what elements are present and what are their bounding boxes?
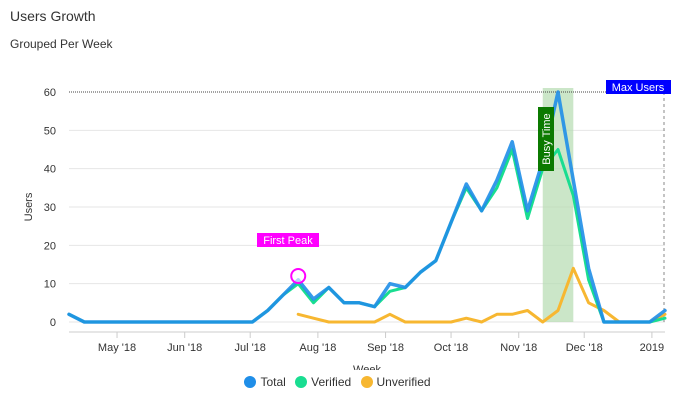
max-users-label: Max Users	[612, 82, 665, 94]
y-tick-label: 20	[44, 240, 56, 252]
legend-marker-total	[244, 376, 257, 388]
chart-subtitle: Grouped Per Week	[10, 37, 113, 51]
y-tick-label: 0	[50, 317, 56, 329]
x-tick-label: Dec '18	[566, 342, 603, 354]
x-tick-label: 2019	[640, 342, 664, 354]
legend-label-verified: Verified	[311, 375, 352, 389]
chart-legend: Total Verified Unverified	[0, 375, 675, 391]
first-peak-label: First Peak	[263, 235, 313, 247]
x-tick-label: Jun '18	[167, 342, 202, 354]
busy-time-label: Busy Time	[541, 113, 553, 164]
max-users-label-box	[606, 80, 671, 94]
x-tick-label: Nov '18	[500, 342, 537, 354]
first-peak-marker	[290, 268, 307, 284]
legend-label-total: Total	[260, 375, 286, 389]
y-tick-label: 10	[44, 279, 56, 291]
users-growth-chart: 0 10 20 30 40 50 60 May '18 Jun '18 Jul '18 Aug '1…	[23, 80, 671, 370]
y-tick-label: 30	[44, 202, 56, 214]
x-tick-label: May '18	[98, 342, 136, 354]
x-tick-label: Aug '18	[299, 342, 336, 354]
legend-item-verified[interactable]: Verified	[295, 375, 351, 389]
series-line-unverified	[296, 266, 667, 324]
first-peak-label-box	[257, 233, 319, 247]
legend-item-total[interactable]: Total	[244, 375, 286, 389]
series-line-verified	[67, 148, 667, 324]
x-tick-label: Sep '18	[367, 342, 404, 354]
x-axis-title: Week	[353, 364, 381, 370]
y-tick-label: 60	[44, 87, 56, 99]
x-tick-label: Jul '18	[234, 342, 265, 354]
y-tick-label: 40	[44, 164, 56, 176]
y-tick-label: 50	[44, 125, 56, 137]
legend-marker-verified	[295, 376, 308, 388]
series-line-total	[67, 90, 667, 324]
x-tick-label: Oct '18	[434, 342, 469, 354]
busy-time-label-box	[538, 107, 554, 171]
legend-label-unverified: Unverified	[376, 375, 431, 389]
chart-title: Users Growth	[10, 8, 96, 24]
legend-item-unverified[interactable]: Unverified	[360, 375, 431, 389]
y-axis-title: Users	[23, 192, 35, 221]
legend-marker-unverified	[360, 376, 373, 388]
